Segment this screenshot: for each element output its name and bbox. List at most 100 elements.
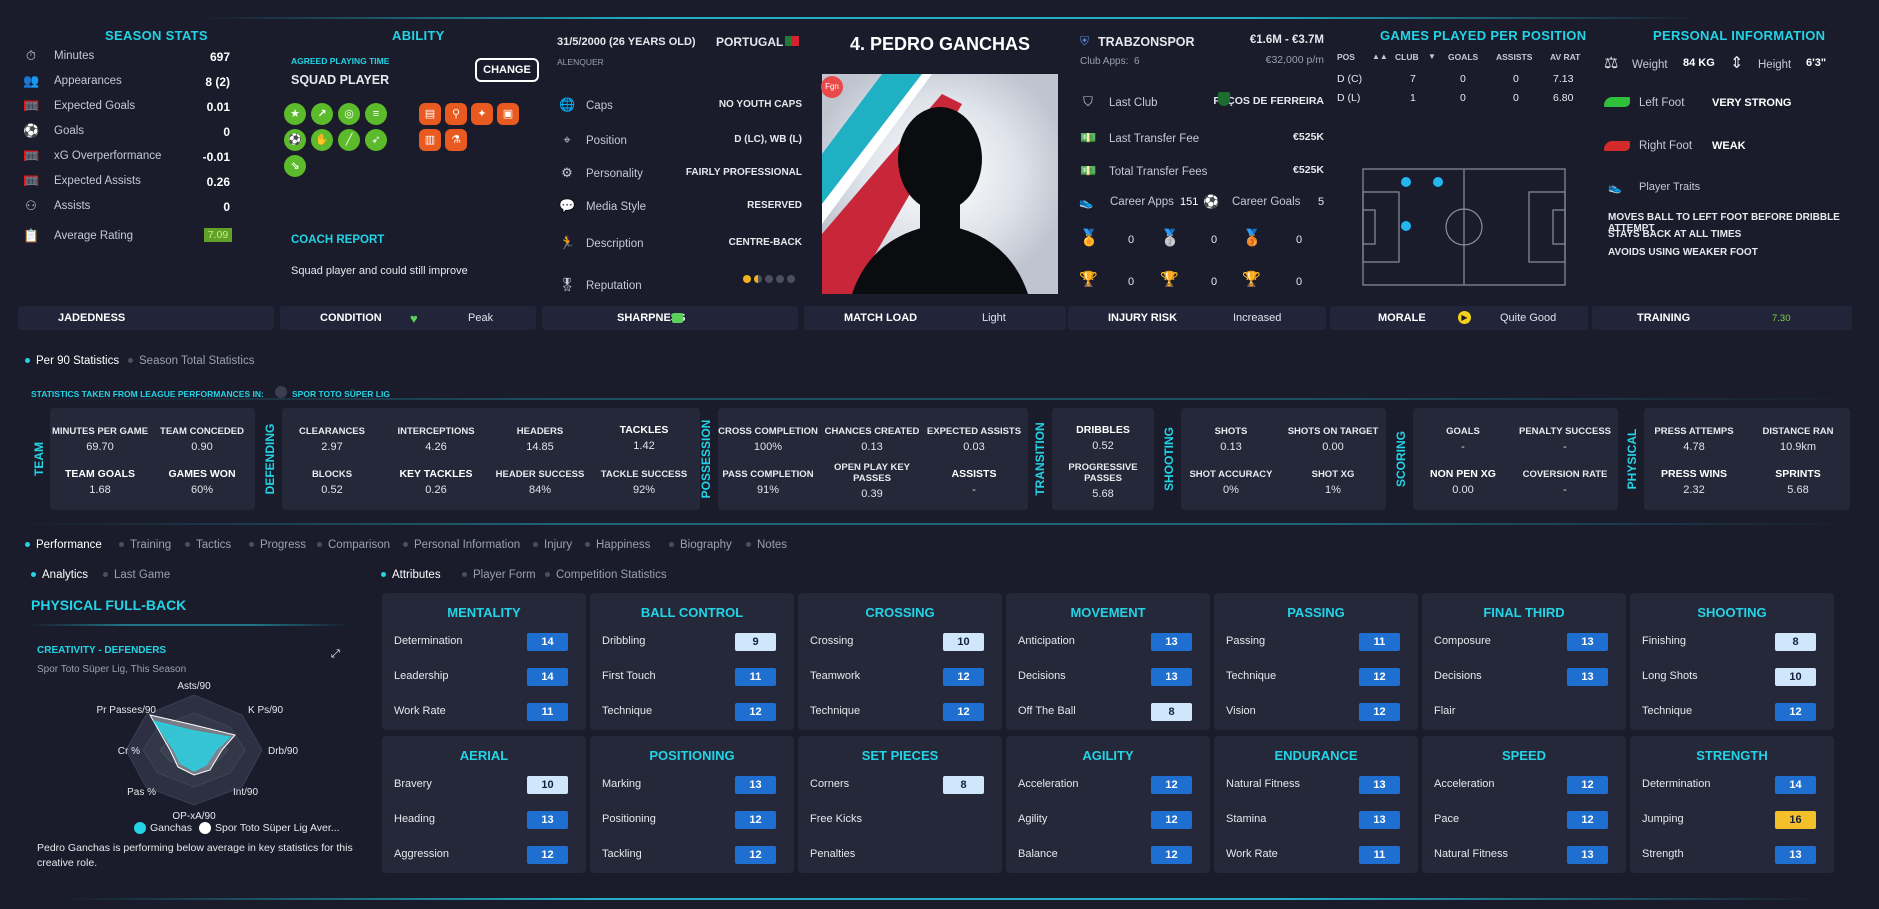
attribute-row[interactable]: Dribbling 9 [602,633,782,651]
tab-analytics[interactable]: Analytics [31,569,88,581]
assists-header[interactable]: ASSISTS [1496,52,1533,62]
attribute-row[interactable]: Pace 12 [1434,811,1614,829]
attribute-row[interactable]: Technique 12 [1226,668,1406,686]
tab-attributes[interactable]: Attributes [381,569,441,581]
attribute-row[interactable]: Strength 13 [1642,846,1822,864]
gold-medal-icon: 🏅 [1079,230,1099,247]
tab-player-form[interactable]: Player Form [462,569,536,581]
attribute-row[interactable]: Decisions 13 [1018,668,1198,686]
season-total-toggle[interactable]: Season Total Statistics [128,355,255,367]
attribute-row[interactable]: Technique 12 [1642,703,1822,721]
attribute-row[interactable]: Agility 12 [1018,811,1198,829]
attribute-row[interactable]: Natural Fitness 13 [1226,776,1406,794]
avrat-header[interactable]: AV RAT [1550,52,1581,62]
condition-box[interactable]: CONDITION ♥ Peak [280,306,536,330]
clipboard-weak-icon[interactable]: ▤ [419,103,441,125]
attribute-row[interactable]: Leadership 14 [394,668,574,686]
stat-value: - [1563,441,1567,453]
tab-performance[interactable]: Performance [25,539,102,551]
attribute-row[interactable]: Technique 12 [602,703,782,721]
tab-progress[interactable]: Progress [249,539,306,551]
sort-desc-icon[interactable]: ▼ [1428,52,1436,61]
attribute-row[interactable]: Marking 13 [602,776,782,794]
attribute-row[interactable]: Work Rate 11 [394,703,574,721]
league-name[interactable]: SPOR TOTO SÜPER LIG [292,389,390,399]
attribute-name: Penalties [810,848,856,860]
gear-weak-icon[interactable]: ✦ [471,103,493,125]
per90-toggle[interactable]: Per 90 Statistics [25,355,119,367]
tab-biography[interactable]: Biography [669,539,732,551]
attribute-row[interactable]: Long Shots 10 [1642,668,1822,686]
club-name[interactable]: TRABZONSPOR [1098,35,1195,49]
tab-tactics[interactable]: Tactics [185,539,231,551]
tab-happiness[interactable]: Happiness [585,539,650,551]
attribute-row[interactable]: Heading 13 [394,811,574,829]
attribute-row[interactable]: Technique 12 [810,703,990,721]
boot-trait-icon[interactable]: ⚽ [284,129,306,151]
career-goals-value: 5 [1318,196,1325,208]
attribute-row[interactable]: Acceleration 12 [1018,776,1198,794]
club-info-value[interactable]: PAÇOS DE FERREIRA [1213,95,1324,107]
attribute-row[interactable]: Decisions 13 [1434,668,1614,686]
injury-risk-box[interactable]: INJURY RISK Increased [1068,306,1326,330]
note-weak-icon[interactable]: ▣ [497,103,519,125]
tab-competition-statistics[interactable]: Competition Statistics [545,569,667,581]
runner-trait-icon[interactable]: ➶ [365,129,387,151]
attribute-row[interactable]: Anticipation 13 [1018,633,1198,651]
attribute-row[interactable]: Finishing 8 [1642,633,1822,651]
attribute-row[interactable]: Aggression 12 [394,846,574,864]
attribute-row[interactable]: Corners 8 [810,776,990,794]
tab-notes[interactable]: Notes [746,539,787,551]
attribute-row[interactable]: Teamwork 12 [810,668,990,686]
foot-weak-icon[interactable]: ⚲ [445,103,467,125]
attribute-row[interactable]: Composure 13 [1434,633,1614,651]
lines-trait-icon[interactable]: ≡ [365,103,387,125]
analytics-label: Analytics [42,569,89,581]
season-total-label: Season Total Statistics [139,355,255,367]
attribute-row[interactable]: Off The Ball 8 [1018,703,1198,721]
attribute-row[interactable]: Work Rate 11 [1226,846,1406,864]
hand-trait-icon[interactable]: ✋ [311,129,333,151]
tab-comparison[interactable]: Comparison [317,539,390,551]
attribute-row[interactable]: Balance 12 [1018,846,1198,864]
attribute-row[interactable]: Determination 14 [394,633,574,651]
flask-weak-icon[interactable]: ⚗ [445,129,467,151]
club-header[interactable]: CLUB [1395,52,1419,62]
trend-trait-icon[interactable]: ↗ [311,103,333,125]
attribute-row[interactable]: Crossing 10 [810,633,990,651]
attribute-row[interactable]: Acceleration 12 [1434,776,1614,794]
tackle-trait-icon[interactable]: ⇘ [284,155,306,177]
attribute-row[interactable]: Passing 11 [1226,633,1406,651]
clearances-cell: CLEARANCES 2.97 [282,426,382,453]
goals-header[interactable]: GOALS [1448,52,1479,62]
star-trait-icon[interactable]: ★ [284,103,306,125]
attribute-row[interactable]: Vision 12 [1226,703,1406,721]
expand-icon[interactable]: ⤢ [331,648,340,660]
pos-header[interactable]: POS [1337,52,1355,62]
attribute-row[interactable]: Positioning 12 [602,811,782,829]
attribute-row[interactable]: Penalties [810,846,990,864]
tab-training[interactable]: Training [119,539,171,551]
match-load-box[interactable]: MATCH LOAD Light [804,306,1066,330]
attribute-row[interactable]: Bravery 10 [394,776,574,794]
jadedness-box[interactable]: JADEDNESS [18,306,274,330]
attribute-row[interactable]: Flair [1434,703,1614,721]
training-box[interactable]: TRAINING 7.30 [1592,306,1852,330]
attribute-row[interactable]: First Touch 11 [602,668,782,686]
sort-icon[interactable]: ▲▲ [1372,52,1388,61]
attribute-row[interactable]: Jumping 16 [1642,811,1822,829]
tab-last-game[interactable]: Last Game [103,569,170,581]
morale-box[interactable]: MORALE ▶ Quite Good [1330,306,1588,330]
stick-trait-icon[interactable]: ╱ [338,129,360,151]
attribute-row[interactable]: Determination 14 [1642,776,1822,794]
attribute-row[interactable]: Free Kicks [810,811,990,829]
target-trait-icon[interactable]: ◎ [338,103,360,125]
attribute-row[interactable]: Tackling 12 [602,846,782,864]
attribute-row[interactable]: Natural Fitness 13 [1434,846,1614,864]
tab-injury[interactable]: Injury [533,539,572,551]
attribute-row[interactable]: Stamina 13 [1226,811,1406,829]
change-playing-time-button[interactable]: CHANGE [475,58,539,82]
card-weak-icon[interactable]: ▥ [419,129,441,151]
sharpness-box[interactable]: SHARPNESS [542,306,798,330]
tab-personal-information[interactable]: Personal Information [403,539,520,551]
